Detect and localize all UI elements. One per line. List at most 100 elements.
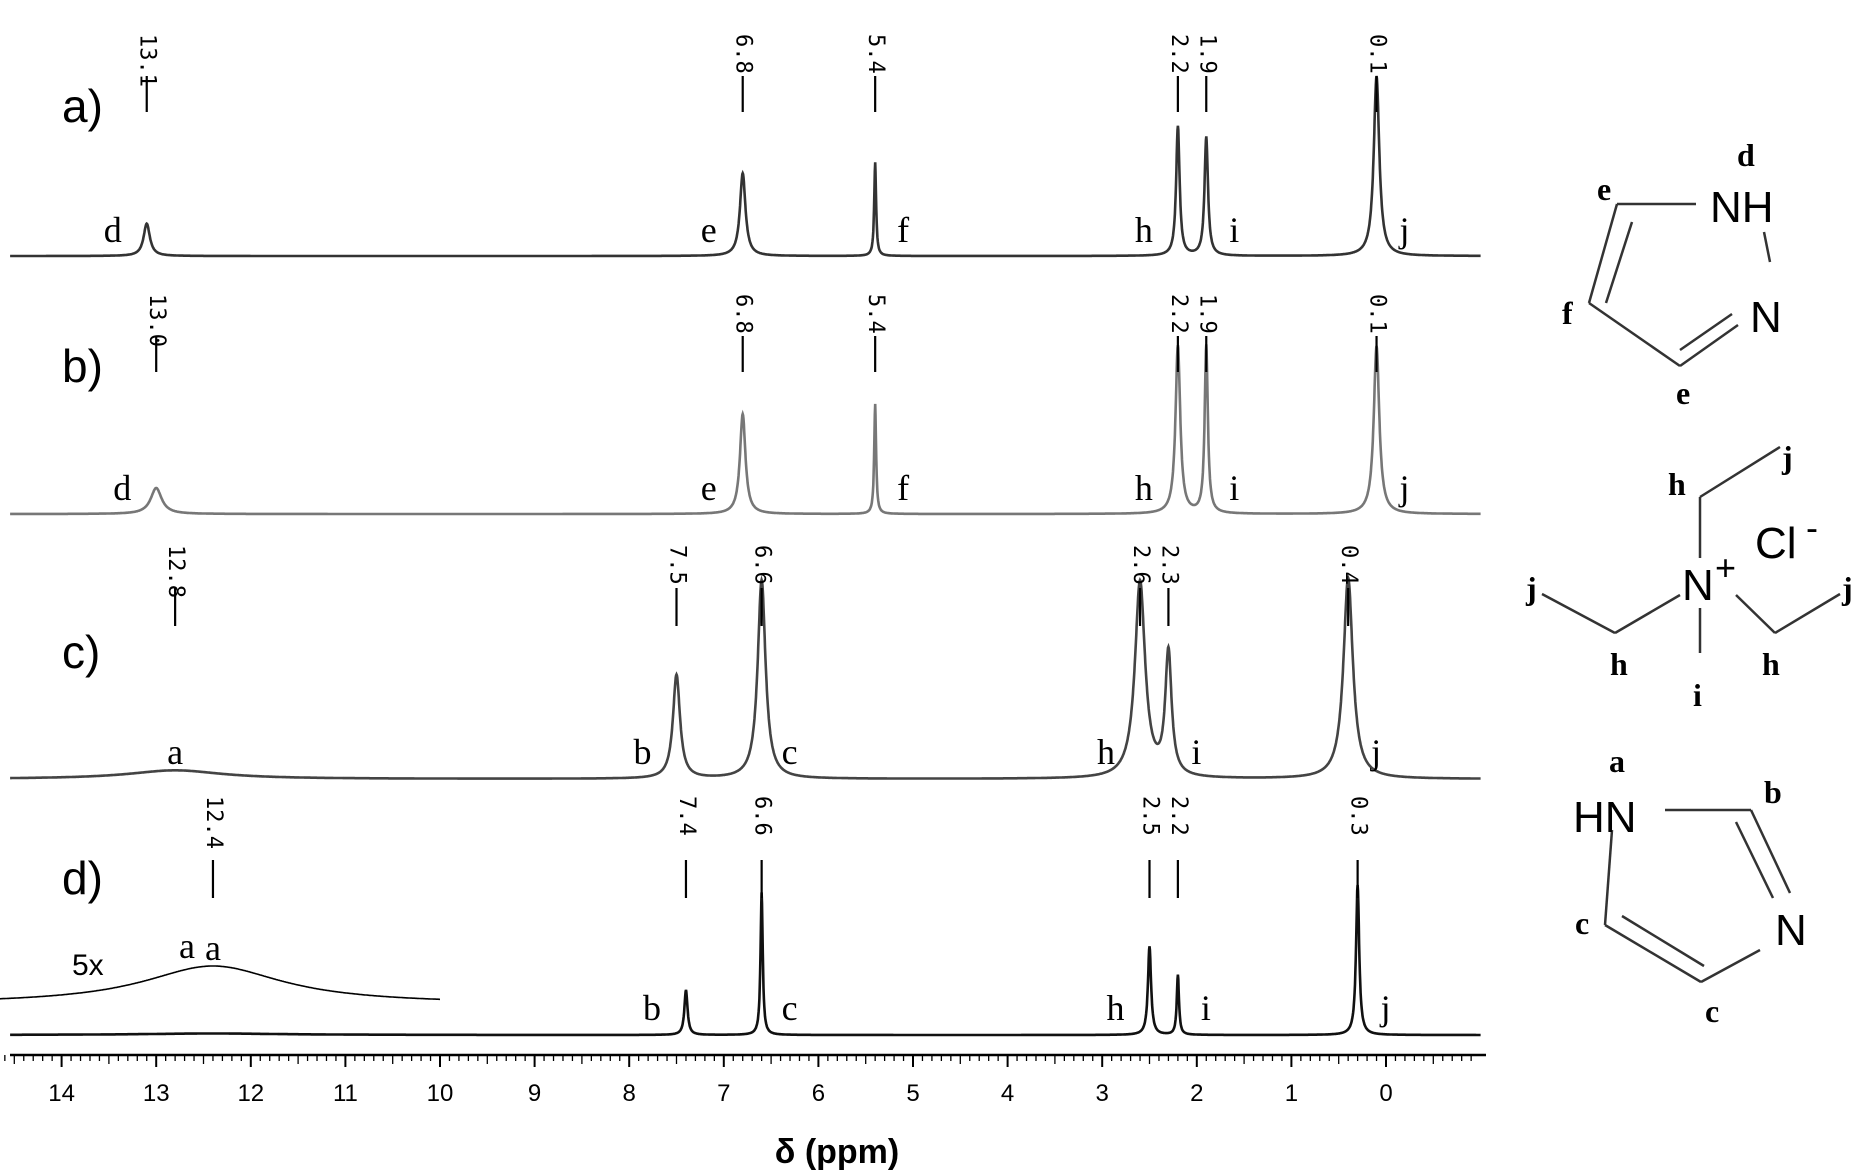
bond	[1587, 203, 1619, 304]
x-tick-label: 5	[906, 1080, 919, 1107]
atom-cl: Cl	[1755, 519, 1797, 568]
peak-shift-label: 0.1	[1365, 34, 1390, 74]
panel-label: b)	[62, 340, 103, 392]
x-tick-label: 9	[528, 1080, 541, 1107]
inset-trace	[0, 965, 440, 1001]
spectrum-2: b)13.0d6.8e5.4f2.2h1.9i0.1j	[10, 294, 1481, 516]
spectra-layer: a)13.1d6.8e5.4f2.2h1.9i0.1jb)13.0d6.8e5.…	[0, 34, 1481, 1037]
struct-label-i: i	[1693, 677, 1702, 713]
spectrum-trace	[10, 884, 1481, 1037]
peak-letter: b	[634, 732, 652, 772]
panel-label: a)	[62, 80, 103, 132]
bond	[1735, 594, 1776, 634]
struct-label-h-right: h	[1762, 646, 1780, 682]
spectrum-1: a)13.1d6.8e5.4f2.2h1.9i0.1j	[10, 34, 1481, 258]
peak-shift-label: 6.6	[750, 545, 775, 585]
x-tick-label: 3	[1096, 1080, 1109, 1107]
peak-shift-label: 12.4	[201, 796, 226, 849]
struct-label-j-left: j	[1525, 570, 1537, 606]
spectrum-trace	[10, 574, 1481, 780]
x-tick-label: 4	[1001, 1080, 1014, 1107]
struct-label-e-top: e	[1597, 171, 1611, 207]
inset-peak-letter: a	[179, 926, 195, 966]
atom-n: N	[1750, 293, 1782, 342]
bond	[1699, 445, 1781, 499]
peak-shift-label: 5.4	[863, 34, 888, 74]
peak-shift-label: 2.6	[1128, 545, 1153, 585]
bond	[1762, 231, 1772, 263]
x-axis-title: δ (ppm)	[775, 1133, 899, 1171]
bond	[1774, 592, 1841, 635]
struct-label-j-right: j	[1841, 570, 1853, 606]
bond	[1749, 809, 1792, 894]
peak-shift-label: 6.8	[731, 34, 756, 74]
peak-letter: j	[1398, 210, 1410, 250]
peak-letter: i	[1229, 468, 1239, 508]
bond	[1603, 829, 1614, 926]
x-tick-label: 2	[1190, 1080, 1203, 1107]
bond	[1679, 323, 1739, 368]
peak-shift-label: 2.2	[1166, 34, 1191, 74]
peak-shift-label: 2.5	[1138, 796, 1163, 836]
struct-label-h-top: h	[1668, 466, 1686, 502]
peak-letter: h	[1135, 210, 1153, 250]
x-tick-label: 10	[427, 1080, 454, 1107]
bond	[1588, 301, 1681, 368]
peak-letter: a	[167, 732, 183, 772]
bond	[1614, 593, 1681, 635]
peak-letter: c	[782, 732, 798, 772]
peak-letter: i	[1201, 988, 1211, 1028]
bond	[1679, 312, 1733, 352]
structure-pyrazole: NH N d e f e	[1562, 137, 1782, 411]
bond	[1604, 221, 1634, 304]
peak-letter: a	[205, 928, 221, 968]
peak-letter: e	[701, 210, 717, 250]
peak-letter: d	[113, 468, 131, 508]
bond	[1700, 948, 1761, 984]
struct-label-c-bottom: c	[1705, 993, 1719, 1029]
panel-label: c)	[62, 626, 100, 678]
peak-shift-label: 2.2	[1166, 796, 1191, 836]
x-tick-label: 13	[143, 1080, 170, 1107]
peak-shift-label: 1.9	[1194, 294, 1219, 334]
peak-letter: j	[1379, 988, 1391, 1028]
peak-letter: f	[897, 468, 909, 508]
struct-label-f: f	[1562, 295, 1573, 331]
peak-shift-label: 6.6	[750, 796, 775, 836]
struct-label-h-left: h	[1610, 646, 1628, 682]
peak-shift-label: 0.1	[1365, 294, 1390, 334]
inset-5x: 5x a	[0, 926, 440, 1001]
peak-shift-label: 7.5	[665, 545, 690, 585]
inset-multiplier-label: 5x	[72, 949, 104, 982]
charge-plus: +	[1715, 547, 1736, 588]
peak-shift-label: 2.2	[1166, 294, 1191, 334]
peak-letter: e	[701, 468, 717, 508]
structure-imidazole: HN N a b c c	[1573, 743, 1807, 1029]
peak-letter: d	[104, 210, 122, 250]
structure-tetraethylammonium-chloride: N + Cl - h j j h j h i	[1525, 439, 1853, 713]
peak-shift-label: 0.3	[1346, 796, 1371, 836]
peak-letter: j	[1398, 468, 1410, 508]
peak-letter: h	[1107, 988, 1125, 1028]
peak-shift-label: 2.3	[1156, 545, 1181, 585]
struct-label-a: a	[1609, 743, 1625, 779]
atom-n-plus: N	[1682, 561, 1714, 610]
peak-shift-label: 0.4	[1336, 545, 1361, 585]
peak-letter: f	[897, 210, 909, 250]
peak-letter: b	[643, 988, 661, 1028]
x-tick-label: 6	[812, 1080, 825, 1107]
struct-label-e-bottom: e	[1676, 375, 1690, 411]
atom-hn: HN	[1573, 793, 1637, 842]
spectrum-trace	[10, 344, 1481, 516]
charge-minus: -	[1806, 507, 1818, 548]
x-tick-label: 14	[48, 1080, 75, 1107]
peak-letter: j	[1369, 732, 1381, 772]
peak-shift-label: 6.8	[731, 294, 756, 334]
peak-shift-label: 5.4	[863, 294, 888, 334]
spectrum-4: d) 12.4 a 7.4 b 6.6 c 2.5 h 2.2 i 0.3 j	[10, 796, 1481, 1037]
bond	[1604, 923, 1702, 984]
atom-n: N	[1775, 906, 1807, 955]
x-tick-label: 7	[717, 1080, 730, 1107]
peak-letter: h	[1097, 732, 1115, 772]
panel-label: d)	[62, 852, 103, 904]
